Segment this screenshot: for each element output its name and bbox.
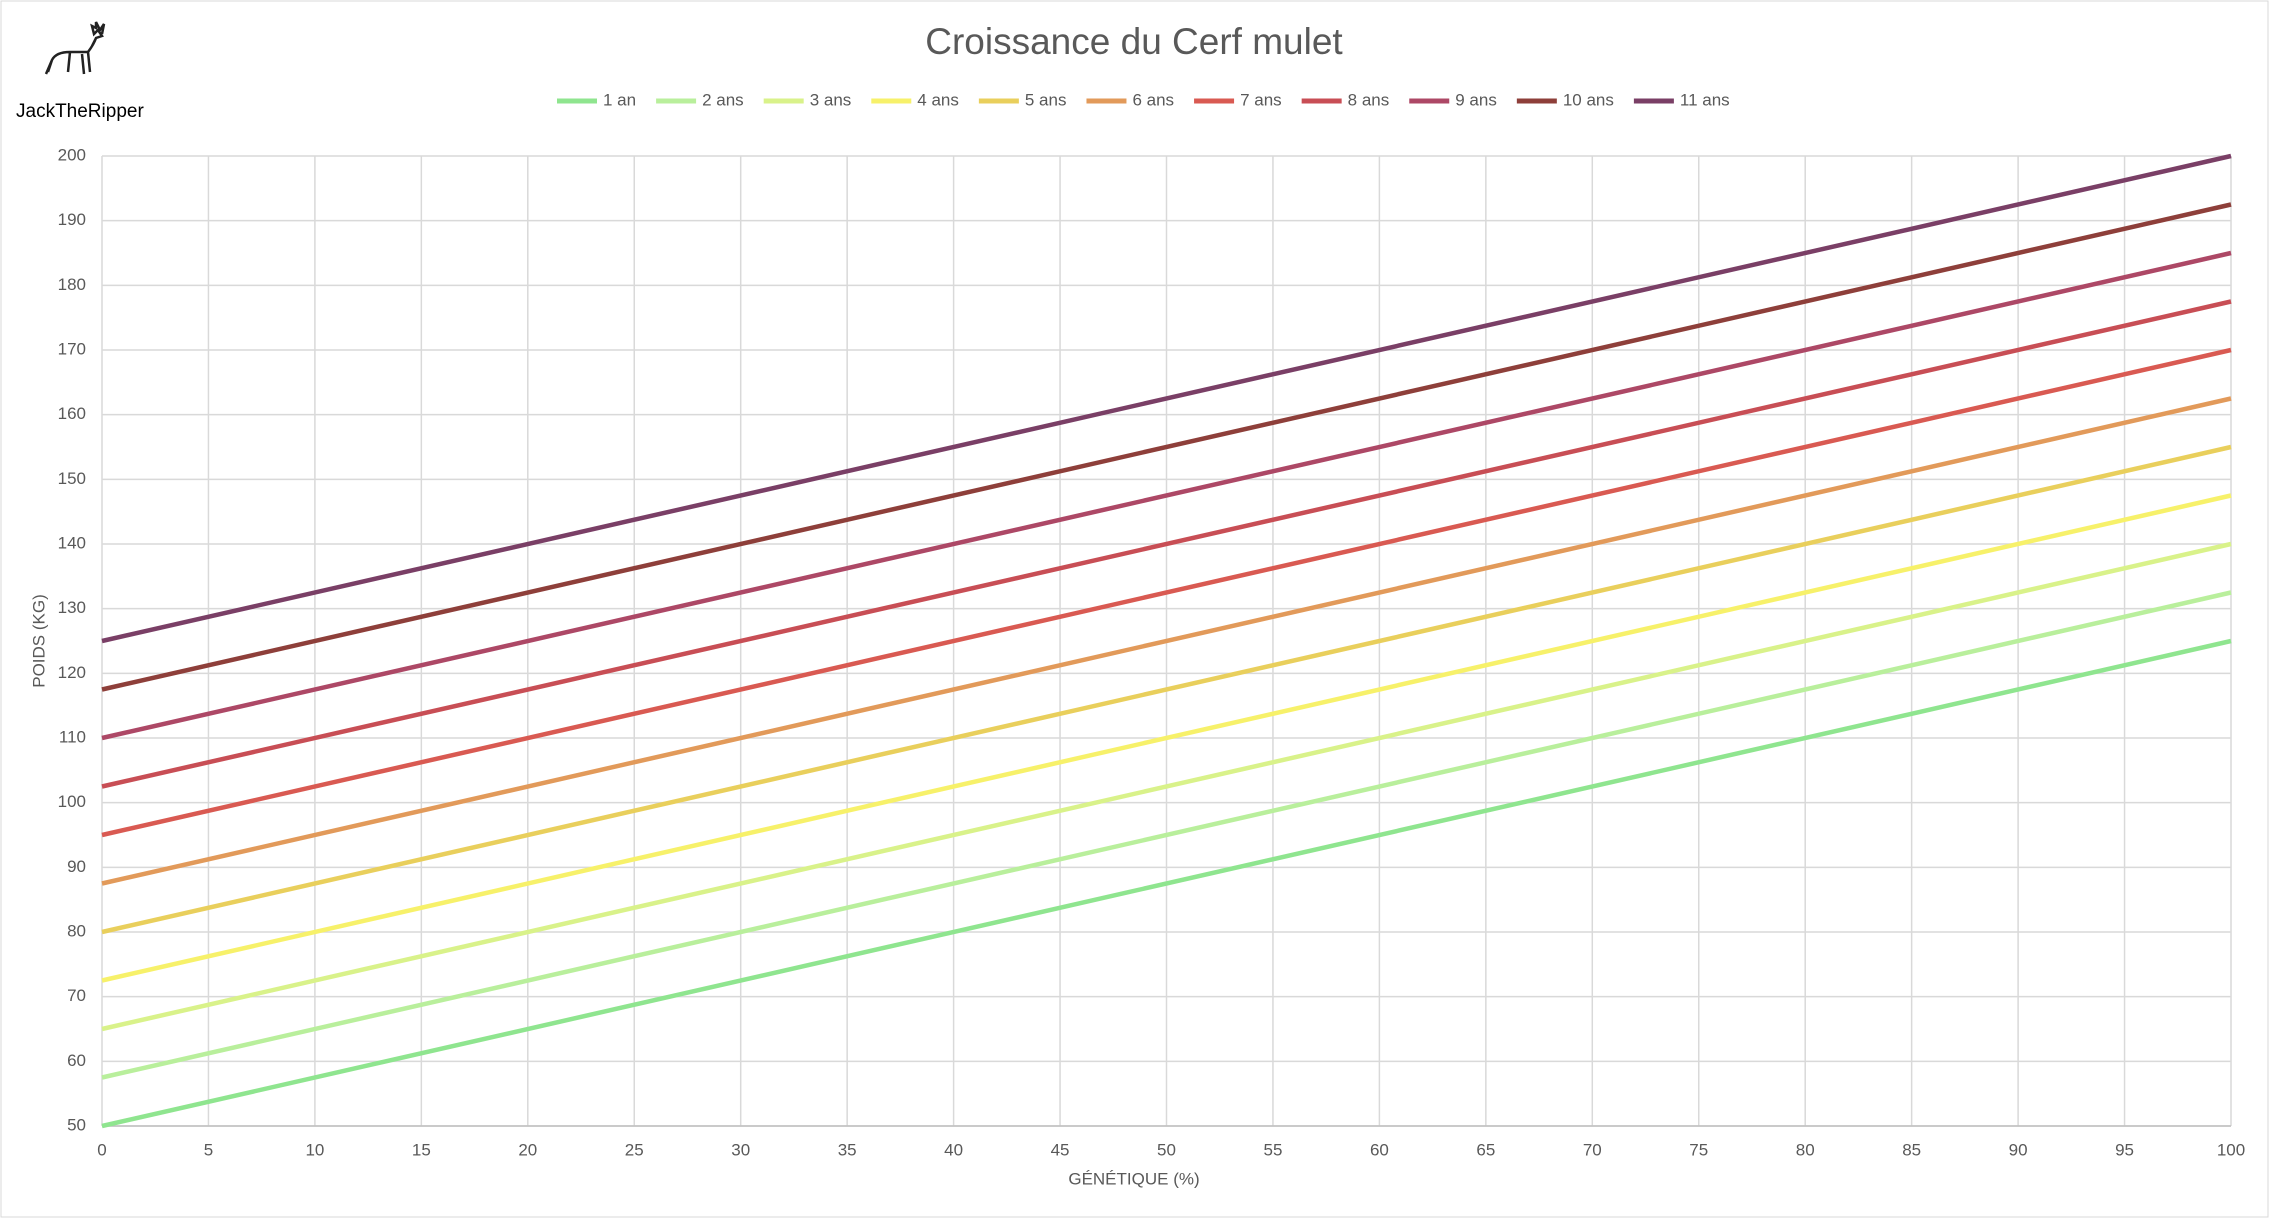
series-line (101, 638, 2232, 1129)
x-tick-label: 25 (625, 1140, 644, 1159)
series-line (101, 444, 2232, 935)
x-tick-label: 45 (1051, 1140, 1070, 1159)
series-line (101, 202, 2232, 692)
y-axis-label: POIDS (KG) (29, 594, 48, 688)
y-tick-label: 100 (58, 792, 86, 811)
y-tick-label: 120 (58, 663, 86, 682)
legend-label: 3 ans (810, 90, 852, 109)
legend-label: 4 ans (917, 90, 959, 109)
x-tick-label: 80 (1796, 1140, 1815, 1159)
y-tick-label: 150 (58, 469, 86, 488)
legend-label: 8 ans (1348, 90, 1390, 109)
legend-label: 6 ans (1132, 90, 1174, 109)
deer-logo (44, 21, 106, 75)
y-tick-label: 190 (58, 210, 86, 229)
x-tick-label: 20 (518, 1140, 537, 1159)
legend-label: 2 ans (702, 90, 744, 109)
x-tick-label: 40 (944, 1140, 963, 1159)
y-tick-label: 140 (58, 533, 86, 552)
x-tick-label: 10 (305, 1140, 324, 1159)
y-tick-label: 50 (67, 1115, 86, 1134)
series-line (101, 396, 2232, 886)
x-axis-label: GÉNÉTIQUE (%) (1068, 1169, 1199, 1188)
legend-label: 9 ans (1455, 90, 1497, 109)
y-tick-label: 160 (58, 404, 86, 423)
x-tick-label: 75 (1689, 1140, 1708, 1159)
series-line (101, 347, 2232, 838)
x-tick-label: 0 (97, 1140, 106, 1159)
x-tick-label: 5 (204, 1140, 213, 1159)
y-tick-label: 90 (67, 857, 86, 876)
x-tick-label: 90 (2009, 1140, 2028, 1159)
series-line (101, 153, 2232, 644)
y-tick-label: 170 (58, 339, 86, 358)
x-tick-label: 35 (838, 1140, 857, 1159)
series-line (101, 299, 2232, 789)
y-tick-label: 70 (67, 986, 86, 1005)
series-line (101, 541, 2232, 1032)
x-tick-label: 60 (1370, 1140, 1389, 1159)
x-tick-label: 95 (2115, 1140, 2134, 1159)
x-tick-label: 30 (731, 1140, 750, 1159)
y-tick-label: 200 (58, 145, 86, 164)
x-tick-label: 85 (1902, 1140, 1921, 1159)
x-tick-label: 50 (1157, 1140, 1176, 1159)
series-line (101, 493, 2232, 983)
y-tick-label: 130 (58, 598, 86, 617)
y-tick-label: 180 (58, 275, 86, 294)
x-tick-label: 65 (1476, 1140, 1495, 1159)
legend-label: 5 ans (1025, 90, 1067, 109)
y-tick-label: 60 (67, 1051, 86, 1070)
y-tick-label: 80 (67, 921, 86, 940)
chart-title: Croissance du Cerf mulet (925, 21, 1343, 62)
legend-label: 1 an (603, 90, 636, 109)
author: JackTheRipper (16, 101, 144, 122)
y-tick-label: 110 (59, 727, 86, 746)
series-line (101, 250, 2232, 741)
x-tick-label: 55 (1263, 1140, 1282, 1159)
legend-label: 10 ans (1563, 90, 1614, 109)
x-tick-label: 70 (1583, 1140, 1602, 1159)
x-tick-label: 100 (2217, 1140, 2245, 1159)
series-line (101, 590, 2232, 1080)
legend-label: 7 ans (1240, 90, 1282, 109)
x-tick-label: 15 (412, 1140, 431, 1159)
legend-label: 11 ans (1680, 90, 1730, 109)
